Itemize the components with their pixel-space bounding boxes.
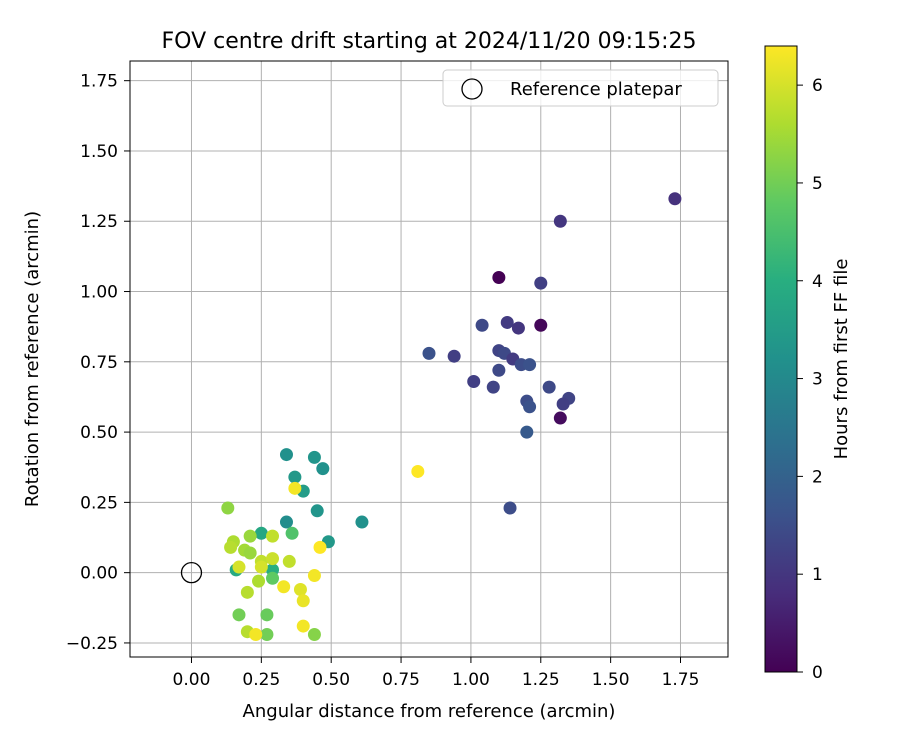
data-point bbox=[296, 594, 310, 608]
y-tick-label: 1.75 bbox=[80, 72, 118, 92]
colorbar-tick-label: 2 bbox=[812, 467, 823, 487]
data-point bbox=[503, 501, 517, 515]
data-point bbox=[316, 462, 330, 476]
data-point bbox=[288, 481, 302, 495]
data-point bbox=[285, 526, 299, 540]
data-point bbox=[486, 380, 500, 394]
data-point bbox=[411, 464, 425, 478]
colorbar-tick-label: 0 bbox=[812, 663, 823, 683]
data-point bbox=[252, 574, 266, 588]
data-point bbox=[288, 470, 302, 484]
data-point bbox=[254, 560, 268, 574]
y-tick-label: 0.50 bbox=[80, 423, 118, 443]
y-tick-label: 1.50 bbox=[80, 142, 118, 162]
data-point bbox=[282, 554, 296, 568]
data-point bbox=[293, 583, 307, 597]
data-point bbox=[266, 529, 280, 543]
data-point bbox=[266, 571, 280, 585]
data-point bbox=[224, 540, 238, 554]
x-tick-label: 0.50 bbox=[312, 670, 350, 690]
y-tick-label: 1.25 bbox=[80, 212, 118, 232]
data-point bbox=[313, 540, 327, 554]
y-tick-label: 0.75 bbox=[80, 353, 118, 373]
x-tick-label: 0.00 bbox=[173, 670, 211, 690]
data-point bbox=[542, 380, 556, 394]
data-point bbox=[553, 411, 567, 425]
data-point bbox=[475, 318, 489, 332]
colorbar-tick-label: 3 bbox=[812, 370, 823, 390]
colorbar-tick-label: 4 bbox=[812, 272, 823, 292]
y-axis-label: Rotation from reference (arcmin) bbox=[22, 211, 43, 507]
x-axis-ticks: 0.00 0.25 0.50 0.75 1.00 1.25 1.50 1.75 bbox=[173, 657, 700, 690]
y-tick-label: 1.00 bbox=[80, 283, 118, 303]
colorbar-label: Hours from first FF file bbox=[831, 259, 852, 460]
colorbar-tick-label: 1 bbox=[812, 565, 823, 585]
data-point bbox=[492, 270, 506, 284]
x-tick-label: 0.75 bbox=[382, 670, 420, 690]
data-point bbox=[260, 628, 274, 642]
reference-point-marker bbox=[180, 562, 203, 584]
data-point bbox=[279, 448, 293, 462]
x-axis-label: Angular distance from reference (arcmin) bbox=[243, 701, 616, 722]
plot-frame bbox=[129, 60, 729, 658]
data-point bbox=[523, 400, 537, 414]
data-point bbox=[523, 358, 537, 372]
data-point bbox=[307, 568, 321, 582]
x-tick-label: 1.50 bbox=[592, 670, 630, 690]
data-point bbox=[249, 628, 263, 642]
colorbar-tick-label: 5 bbox=[812, 174, 823, 194]
data-points bbox=[221, 192, 682, 642]
data-point bbox=[260, 608, 274, 622]
data-point bbox=[668, 192, 682, 206]
data-point bbox=[279, 515, 293, 529]
data-point bbox=[243, 529, 257, 543]
data-point bbox=[307, 450, 321, 464]
colorbar-gradient bbox=[764, 45, 798, 673]
colorbar-ticks: 0 1 2 3 4 5 6 bbox=[797, 76, 823, 683]
data-point bbox=[310, 504, 324, 518]
reference-platepar-marker bbox=[180, 562, 203, 584]
data-point bbox=[534, 276, 548, 290]
x-tick-label: 0.25 bbox=[242, 670, 280, 690]
data-point bbox=[520, 425, 534, 439]
x-tick-label: 1.75 bbox=[662, 670, 700, 690]
data-point bbox=[277, 580, 291, 594]
data-point bbox=[553, 214, 567, 228]
data-point bbox=[232, 560, 246, 574]
x-tick-label: 1.00 bbox=[452, 670, 490, 690]
legend-label: Reference platepar bbox=[510, 79, 682, 100]
data-point bbox=[447, 349, 461, 363]
data-point bbox=[296, 619, 310, 633]
colorbar-tick-label: 6 bbox=[812, 76, 823, 96]
legend-marker-open-circle bbox=[461, 78, 483, 100]
y-tick-label: 0.25 bbox=[80, 493, 118, 513]
y-tick-label: 0.00 bbox=[80, 564, 118, 584]
data-point bbox=[556, 397, 570, 411]
data-point bbox=[467, 374, 481, 388]
data-point bbox=[243, 546, 257, 560]
colorbar: 0 1 2 3 4 5 6 Hours from first FF file bbox=[764, 45, 852, 683]
data-point bbox=[355, 515, 369, 529]
data-point bbox=[240, 585, 254, 599]
data-point bbox=[500, 315, 514, 329]
data-point bbox=[221, 501, 235, 515]
y-tick-label: −0.25 bbox=[66, 634, 118, 654]
legend: Reference platepar bbox=[442, 69, 719, 107]
data-point bbox=[492, 363, 506, 377]
chart-title: FOV centre drift starting at 2024/11/20 … bbox=[162, 29, 697, 54]
data-point bbox=[254, 526, 268, 540]
data-point bbox=[232, 608, 246, 622]
data-point bbox=[422, 346, 436, 360]
legend-box bbox=[442, 69, 719, 107]
data-point bbox=[266, 552, 280, 566]
data-point bbox=[307, 628, 321, 642]
data-point bbox=[511, 321, 525, 335]
x-tick-label: 1.25 bbox=[522, 670, 560, 690]
data-point bbox=[534, 318, 548, 332]
y-axis-ticks: −0.25 0.00 0.25 0.50 0.75 1.00 1.25 1.50 1.75 bbox=[66, 72, 130, 654]
